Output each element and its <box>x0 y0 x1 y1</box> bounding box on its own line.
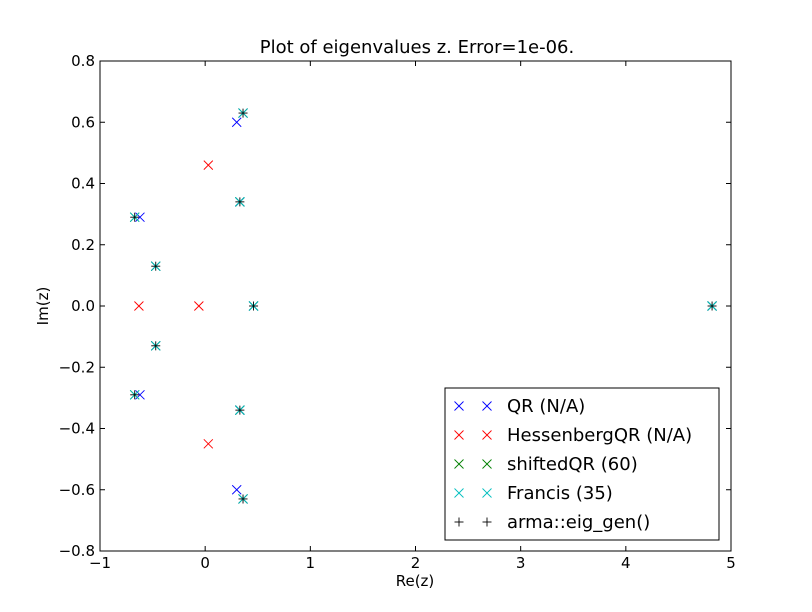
legend-label: QR (N/A) <box>507 396 585 417</box>
data-point <box>235 197 245 207</box>
y-tick-label: 0.2 <box>71 236 95 254</box>
y-tick-label: −0.2 <box>59 358 95 376</box>
y-tick-label: −0.8 <box>59 542 95 560</box>
data-point <box>238 494 248 504</box>
chart-title: Plot of eigenvalues z. Error=1e-06. <box>260 37 574 58</box>
marker-stroke <box>135 389 145 400</box>
y-tick-label: 0.0 <box>71 297 95 315</box>
x-tick-label: 3 <box>516 554 526 572</box>
points-layer <box>129 108 717 504</box>
y-tick-label: −0.4 <box>59 420 95 438</box>
legend-marker <box>454 517 464 527</box>
x-axis-label: Re(z) <box>396 572 435 590</box>
legend-marker <box>482 430 492 440</box>
marker-stroke <box>482 488 492 498</box>
data-point <box>203 438 214 449</box>
plot-frame <box>99 60 732 552</box>
marker-stroke <box>482 430 492 440</box>
legend-entry: arma::eig_gen() <box>454 512 650 533</box>
data-point <box>130 212 140 222</box>
legend-marker <box>482 459 492 469</box>
data-point <box>203 160 214 170</box>
y-tick-label: −0.6 <box>59 481 95 499</box>
data-point <box>130 390 140 400</box>
legend-marker <box>454 430 464 440</box>
x-tick-label: 4 <box>621 554 631 572</box>
data-point <box>151 341 161 351</box>
legend-entry: QR (N/A) <box>454 396 585 417</box>
y-tick-label: 0.4 <box>71 175 95 193</box>
marker-stroke <box>482 459 492 469</box>
data-point <box>238 108 248 118</box>
marker-stroke <box>134 301 144 311</box>
marker-stroke <box>203 160 214 170</box>
marker-stroke <box>454 430 464 440</box>
data-point <box>135 389 145 400</box>
legend: QR (N/A) HessenbergQR (N/A) shiftedQR (60)… <box>444 387 720 541</box>
legend-marker <box>482 517 492 527</box>
legend-marker <box>482 401 492 411</box>
data-point <box>231 117 242 128</box>
data-point <box>235 405 245 415</box>
series-4 <box>130 108 717 504</box>
marker-stroke <box>482 401 492 411</box>
x-tick-label: 0 <box>200 554 210 572</box>
legend-label: HessenbergQR (N/A) <box>507 425 692 446</box>
legend-label: arma::eig_gen() <box>507 512 650 533</box>
y-axis-label: Im(z) <box>34 287 52 326</box>
data-point <box>231 484 242 495</box>
legend-marker <box>482 488 492 498</box>
marker-stroke <box>454 459 464 469</box>
legend-label: Francis (35) <box>507 483 613 504</box>
legend-box <box>444 387 720 541</box>
legend-entry: Francis (35) <box>454 483 613 504</box>
data-point <box>707 301 717 311</box>
legend-label: shiftedQR (60) <box>507 454 638 475</box>
data-point <box>135 212 145 223</box>
series-1 <box>134 160 214 449</box>
legend-marker <box>454 459 464 469</box>
y-tick-label: 0.8 <box>71 52 95 70</box>
data-point <box>194 301 204 311</box>
x-tick-label: 5 <box>726 554 736 572</box>
y-tick-label: 0.6 <box>71 113 95 131</box>
ticks-layer: −1 0 1 2 3 4 5 −0.8 −0.6 −0.4 −0.2 0.0 0.2 0.4 0.6 0.8 <box>59 52 736 572</box>
legend-marker <box>454 401 464 411</box>
x-tick-label: 1 <box>306 554 316 572</box>
marker-stroke <box>194 301 204 311</box>
marker-stroke <box>231 117 242 128</box>
x-tick-label: −1 <box>89 554 111 572</box>
marker-stroke <box>231 484 242 495</box>
marker-stroke <box>135 212 145 223</box>
legend-entry: HessenbergQR (N/A) <box>454 425 692 446</box>
marker-stroke <box>203 438 214 449</box>
marker-stroke <box>454 488 464 498</box>
data-point <box>249 301 259 311</box>
x-tick-label: 2 <box>411 554 421 572</box>
data-point <box>151 261 161 271</box>
legend-entry: shiftedQR (60) <box>454 454 638 475</box>
marker-stroke <box>454 401 464 411</box>
legend-marker <box>454 488 464 498</box>
data-point <box>134 301 144 311</box>
